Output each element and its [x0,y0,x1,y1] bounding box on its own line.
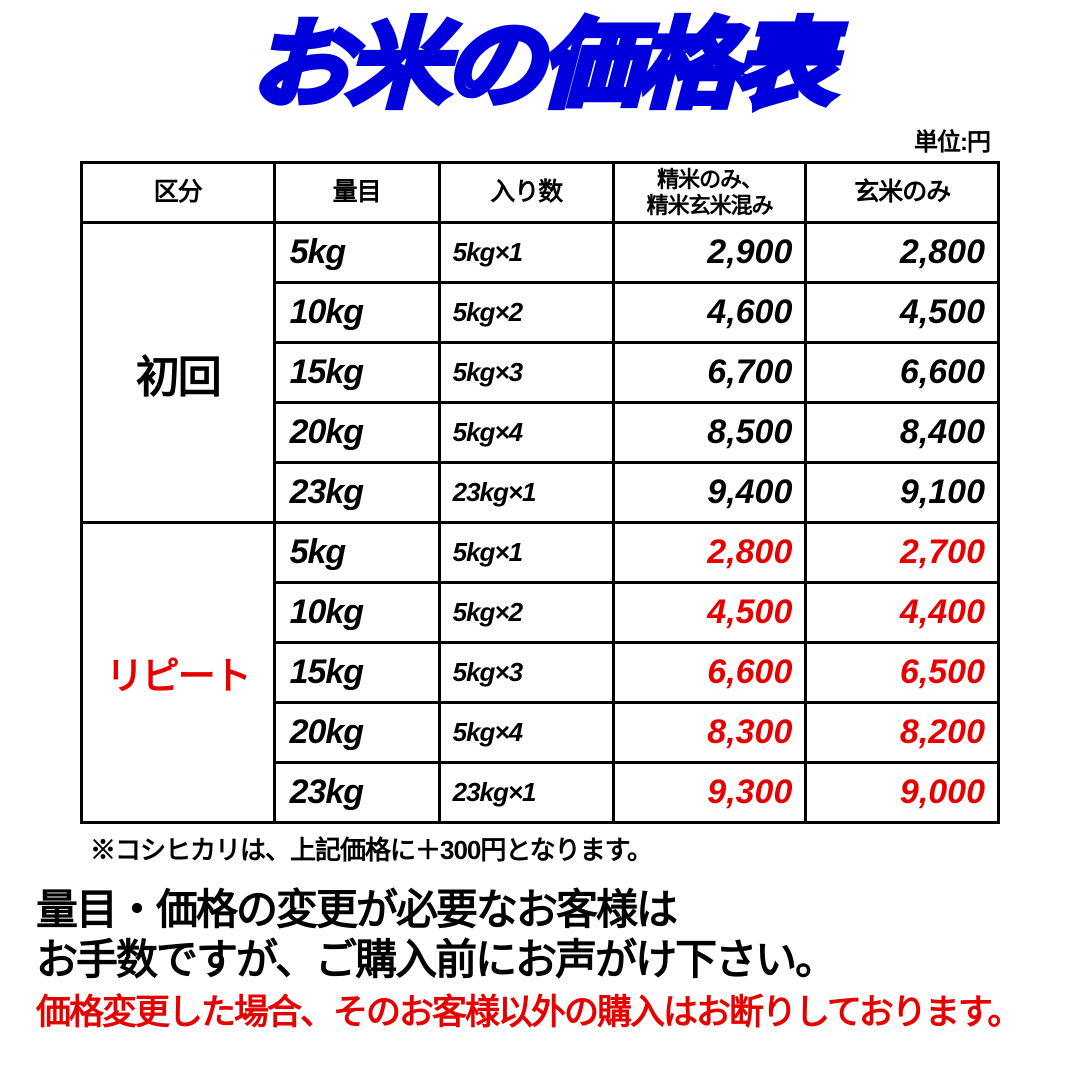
table-row: 初回 5kg 5kg×1 2,900 2,800 [82,223,999,283]
pack-cell: 5kg×3 [439,643,613,703]
message-block: 量目・価格の変更が必要なお客様は お手数ですが、ご購入前にお声がけ下さい。 価格… [0,867,1080,1035]
col-header-price-brown: 玄米のみ [806,163,999,223]
price-cell: 6,500 [806,643,999,703]
unit-label: 単位:円 [0,122,1080,157]
pack-cell: 5kg×1 [439,523,613,583]
price-cell: 2,800 [806,223,999,283]
pack-cell: 23kg×1 [439,763,613,823]
price-cell: 6,700 [613,343,806,403]
weight-cell: 10kg [274,583,439,643]
price-cell: 4,400 [806,583,999,643]
price-cell: 4,500 [613,583,806,643]
price-table: 区分 量目 入り数 精米のみ、精米玄米混み 玄米のみ 初回 5kg 5kg×1 … [80,161,1000,824]
message-line-red: 価格変更した場合、そのお客様以外の購入はお断りしております。 [36,990,1044,1036]
price-cell: 8,400 [806,403,999,463]
price-cell: 9,300 [613,763,806,823]
pack-cell: 23kg×1 [439,463,613,523]
weight-cell: 23kg [274,463,439,523]
table-row: リピート 5kg 5kg×1 2,800 2,700 [82,523,999,583]
price-cell: 2,900 [613,223,806,283]
pack-cell: 5kg×2 [439,583,613,643]
price-cell: 6,600 [806,343,999,403]
col-header-category: 区分 [82,163,275,223]
price-cell: 9,000 [806,763,999,823]
price-cell: 4,600 [613,283,806,343]
price-cell: 9,400 [613,463,806,523]
category-cell-first: 初回 [82,223,275,523]
price-cell: 6,600 [613,643,806,703]
pack-cell: 5kg×1 [439,223,613,283]
price-cell: 9,100 [806,463,999,523]
price-cell: 2,700 [806,523,999,583]
weight-cell: 15kg [274,643,439,703]
price-cell: 8,200 [806,703,999,763]
message-line-1: 量目・価格の変更が必要なお客様は [36,885,1044,935]
message-line-2: お手数ですが、ご購入前にお声がけ下さい。 [36,935,1044,985]
pack-cell: 5kg×4 [439,703,613,763]
weight-cell: 10kg [274,283,439,343]
col-header-pack: 入り数 [439,163,613,223]
price-cell: 4,500 [806,283,999,343]
weight-cell: 23kg [274,763,439,823]
pack-cell: 5kg×3 [439,343,613,403]
pack-cell: 5kg×2 [439,283,613,343]
pack-cell: 5kg×4 [439,403,613,463]
category-cell-repeat: リピート [82,523,275,823]
price-cell: 8,300 [613,703,806,763]
footnote-text: ※コシヒカリは、上記価格に＋300円となります。 [0,824,1080,867]
col-header-weight: 量目 [274,163,439,223]
col-header-price-mixed: 精米のみ、精米玄米混み [613,163,806,223]
weight-cell: 5kg [274,523,439,583]
page-title: お米の価格表 [0,0,1080,122]
price-cell: 2,800 [613,523,806,583]
price-cell: 8,500 [613,403,806,463]
weight-cell: 15kg [274,343,439,403]
table-header-row: 区分 量目 入り数 精米のみ、精米玄米混み 玄米のみ [82,163,999,223]
weight-cell: 20kg [274,403,439,463]
weight-cell: 5kg [274,223,439,283]
price-table-container: 区分 量目 入り数 精米のみ、精米玄米混み 玄米のみ 初回 5kg 5kg×1 … [0,161,1080,824]
weight-cell: 20kg [274,703,439,763]
